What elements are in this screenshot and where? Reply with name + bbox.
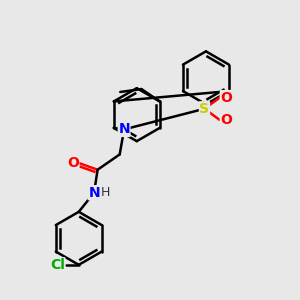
Text: S: S — [200, 102, 209, 116]
Text: N: N — [88, 186, 100, 200]
Text: N: N — [118, 122, 130, 136]
Text: O: O — [67, 156, 79, 170]
Text: H: H — [100, 186, 110, 199]
Text: O: O — [220, 91, 232, 105]
Text: O: O — [220, 113, 232, 127]
Text: Cl: Cl — [50, 258, 65, 272]
